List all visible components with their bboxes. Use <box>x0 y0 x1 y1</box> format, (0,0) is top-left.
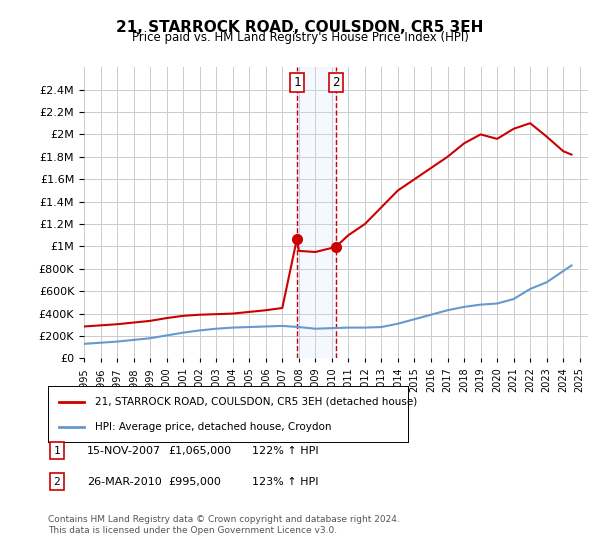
Text: 21, STARROCK ROAD, COULSDON, CR5 3EH: 21, STARROCK ROAD, COULSDON, CR5 3EH <box>116 20 484 35</box>
Bar <box>297 67 335 358</box>
Text: 15-NOV-2007: 15-NOV-2007 <box>87 446 161 456</box>
Text: 1: 1 <box>53 446 61 456</box>
Text: 21, STARROCK ROAD, COULSDON, CR5 3EH (detached house): 21, STARROCK ROAD, COULSDON, CR5 3EH (de… <box>95 396 417 407</box>
Text: 26-MAR-2010: 26-MAR-2010 <box>87 477 162 487</box>
Text: £1,065,000: £1,065,000 <box>168 446 231 456</box>
Text: £995,000: £995,000 <box>168 477 221 487</box>
Text: Contains HM Land Registry data © Crown copyright and database right 2024.
This d: Contains HM Land Registry data © Crown c… <box>48 515 400 535</box>
Text: 2: 2 <box>332 76 340 89</box>
Text: HPI: Average price, detached house, Croydon: HPI: Average price, detached house, Croy… <box>95 422 331 432</box>
Text: Price paid vs. HM Land Registry's House Price Index (HPI): Price paid vs. HM Land Registry's House … <box>131 31 469 44</box>
Text: 123% ↑ HPI: 123% ↑ HPI <box>252 477 319 487</box>
Text: 1: 1 <box>293 76 301 89</box>
Text: 2: 2 <box>53 477 61 487</box>
Text: 122% ↑ HPI: 122% ↑ HPI <box>252 446 319 456</box>
